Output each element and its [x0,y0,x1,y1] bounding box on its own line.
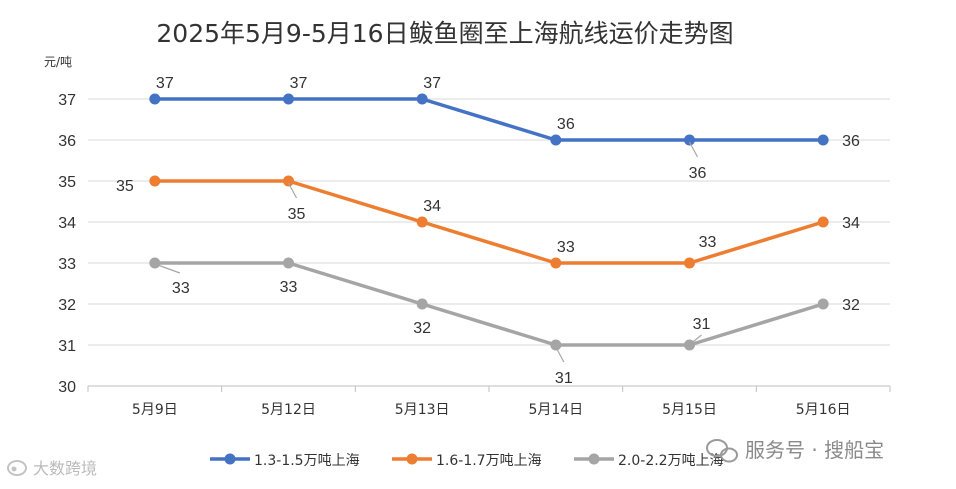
x-tick-label-0: 5月9日 [132,402,178,418]
y-tick-label-31: 31 [58,338,76,355]
data-label-3-6: 32 [842,297,860,314]
weibo-icon [7,460,27,476]
data-label-3-4: 31 [555,370,573,387]
watermark-right-text: 服务号 · 搜船宝 [745,438,884,462]
data-label-3-2: 33 [280,279,298,296]
data-label-2-2: 35 [288,206,306,223]
legend-marker-2 [406,453,418,465]
leader-line-3-5 [691,334,702,344]
legend: 1.3-1.5万吨上海 1.6-1.7万吨上海 2.0-2.2万吨上海 [210,453,724,469]
y-tick-label-35: 35 [58,174,76,191]
data-point-2-4 [550,257,562,269]
watermark-left: 大数跨境 [7,459,97,478]
legend-label-1: 1.3-1.5万吨上海 [254,453,360,469]
series-line-3 [153,261,825,347]
legend-marker-3 [588,453,600,465]
data-point-2-3 [416,216,428,228]
leader-line-1-5 [688,141,699,158]
data-point-3-2 [283,257,294,269]
data-label-2-3: 34 [423,198,441,215]
y-tick-label-34: 34 [58,215,76,232]
y-axis-unit: 元/吨 [44,55,72,69]
data-label-3-3: 32 [413,320,431,337]
y-axis-ticks: 30 31 32 33 34 35 36 37 [58,92,76,396]
data-point-2-6 [817,216,829,228]
data-label-3-5: 31 [693,316,711,333]
data-label-2-6: 34 [842,215,860,232]
data-point-1-4 [550,134,562,146]
series-3: 33 33 32 31 31 32 [149,257,860,387]
data-point-2-1 [149,175,161,187]
watermark-left-text: 大数跨境 [33,459,97,478]
data-point-2-2 [283,175,294,187]
data-label-1-2: 37 [290,75,308,92]
data-point-3-1 [149,257,161,269]
series-line-1 [153,97,825,142]
data-point-3-3 [416,298,428,310]
x-axis: 5月9日 5月12日 5月13日 5月14日 5月15日 5月16日 [87,386,891,418]
watermark-right: 服务号 · 搜船宝 [706,438,884,463]
data-label-1-6: 36 [842,133,860,150]
x-tick-label-3: 5月14日 [528,402,583,418]
data-point-1-5 [684,134,695,146]
data-label-2-4: 33 [557,239,575,256]
y-tick-label-32: 32 [58,297,76,314]
data-point-1-3 [416,93,428,105]
x-tick-label-1: 5月12日 [261,402,316,418]
legend-label-3: 2.0-2.2万吨上海 [618,453,724,469]
y-tick-label-30: 30 [58,379,76,396]
leader-line-3-4 [555,346,565,363]
wechat-icon [706,439,738,463]
leader-line-3-1 [157,264,181,274]
data-point-1-2 [283,93,294,105]
data-label-1-5: 36 [689,165,707,182]
series-1: 37 37 37 36 36 36 [149,75,860,182]
chart-title: 2025年5月9-5月16日鲅鱼圈至上海航线运价走势图 [156,19,733,48]
legend-item-2: 1.6-1.7万吨上海 [392,453,542,469]
data-point-1-6 [817,134,829,146]
data-label-1-1: 37 [156,75,174,92]
legend-label-2: 1.6-1.7万吨上海 [436,453,542,469]
y-tick-label-36: 36 [58,133,76,150]
series-2: 35 35 34 33 33 34 [116,175,860,269]
series-line-2 [153,179,825,265]
legend-item-3: 2.0-2.2万吨上海 [574,453,724,469]
data-label-1-4: 36 [557,116,575,133]
data-point-2-5 [684,257,695,269]
data-point-3-6 [817,298,829,310]
data-label-1-3: 37 [423,75,441,92]
legend-item-1: 1.3-1.5万吨上海 [210,453,360,469]
data-label-3-1: 33 [172,280,190,297]
y-tick-label-37: 37 [58,92,76,109]
x-tick-label-2: 5月13日 [395,402,450,418]
x-tick-label-5: 5月16日 [796,402,851,418]
series-layer: 37 37 37 36 36 36 35 35 34 33 33 34 33 33 32 31 31 32 [116,75,860,387]
leader-line-2-2 [287,182,298,199]
y-tick-label-33: 33 [58,256,76,273]
data-point-1-1 [149,93,161,105]
data-label-2-5: 33 [699,234,717,251]
data-label-2-1: 35 [116,178,134,195]
data-point-3-4 [550,339,562,351]
x-tick-label-4: 5月15日 [662,402,717,418]
legend-marker-1 [224,453,236,465]
